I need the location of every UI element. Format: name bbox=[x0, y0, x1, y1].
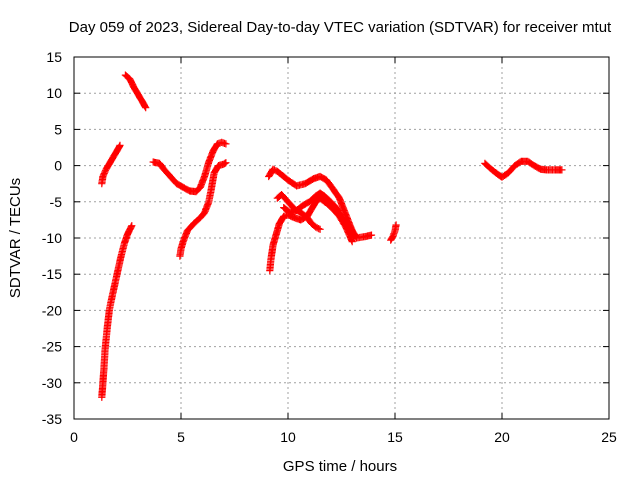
y-tick-label: -35 bbox=[42, 411, 62, 427]
x-tick-label: 25 bbox=[601, 429, 617, 445]
y-axis: 15 10 5 0 -5 -10 -15 -20 -25 -30 -35 bbox=[42, 49, 609, 427]
y-tick-label: 10 bbox=[46, 85, 62, 101]
marker-trail bbox=[176, 159, 230, 260]
series-arc2 bbox=[121, 71, 150, 112]
chart-title: Day 059 of 2023, Sidereal Day-to-day VTE… bbox=[69, 19, 612, 36]
x-tick-label: 5 bbox=[177, 429, 185, 445]
y-tick-label: 5 bbox=[54, 121, 62, 137]
y-tick-label: -10 bbox=[42, 230, 62, 246]
grid-lines bbox=[74, 57, 609, 419]
x-tick-label: 20 bbox=[494, 429, 510, 445]
marker-trail bbox=[98, 222, 136, 401]
series-arc11 bbox=[481, 157, 566, 181]
y-tick-label: -20 bbox=[42, 302, 62, 318]
marker-trail bbox=[280, 189, 358, 238]
series-arc9 bbox=[280, 189, 358, 238]
series-arc5 bbox=[176, 159, 230, 260]
data-series bbox=[98, 71, 566, 401]
y-tick-label: 0 bbox=[54, 158, 62, 174]
series-arc3 bbox=[98, 222, 136, 401]
series-arc7 bbox=[266, 194, 356, 275]
y-tick-label: -15 bbox=[42, 266, 62, 282]
y-tick-label: -30 bbox=[42, 375, 62, 391]
y-tick-label: 15 bbox=[46, 49, 62, 65]
marker-trail bbox=[98, 141, 124, 188]
marker-trail bbox=[481, 157, 566, 181]
y-tick-label: -25 bbox=[42, 339, 62, 355]
marker-trail bbox=[121, 71, 150, 112]
y-axis-label: SDTVAR / TECUs bbox=[7, 178, 24, 298]
series-arc10 bbox=[387, 221, 400, 244]
marker-trail bbox=[387, 221, 400, 244]
x-tick-label: 0 bbox=[70, 429, 78, 445]
x-tick-label: 15 bbox=[387, 429, 403, 445]
marker-trail bbox=[149, 138, 230, 196]
y-tick-label: -5 bbox=[50, 194, 63, 210]
series-arc4 bbox=[149, 138, 230, 196]
x-tick-label: 10 bbox=[280, 429, 296, 445]
marker-trail bbox=[266, 194, 356, 275]
series-arc1 bbox=[98, 141, 124, 188]
x-axis: 0 5 10 15 20 25 bbox=[70, 57, 617, 445]
x-axis-label: GPS time / hours bbox=[283, 458, 397, 475]
